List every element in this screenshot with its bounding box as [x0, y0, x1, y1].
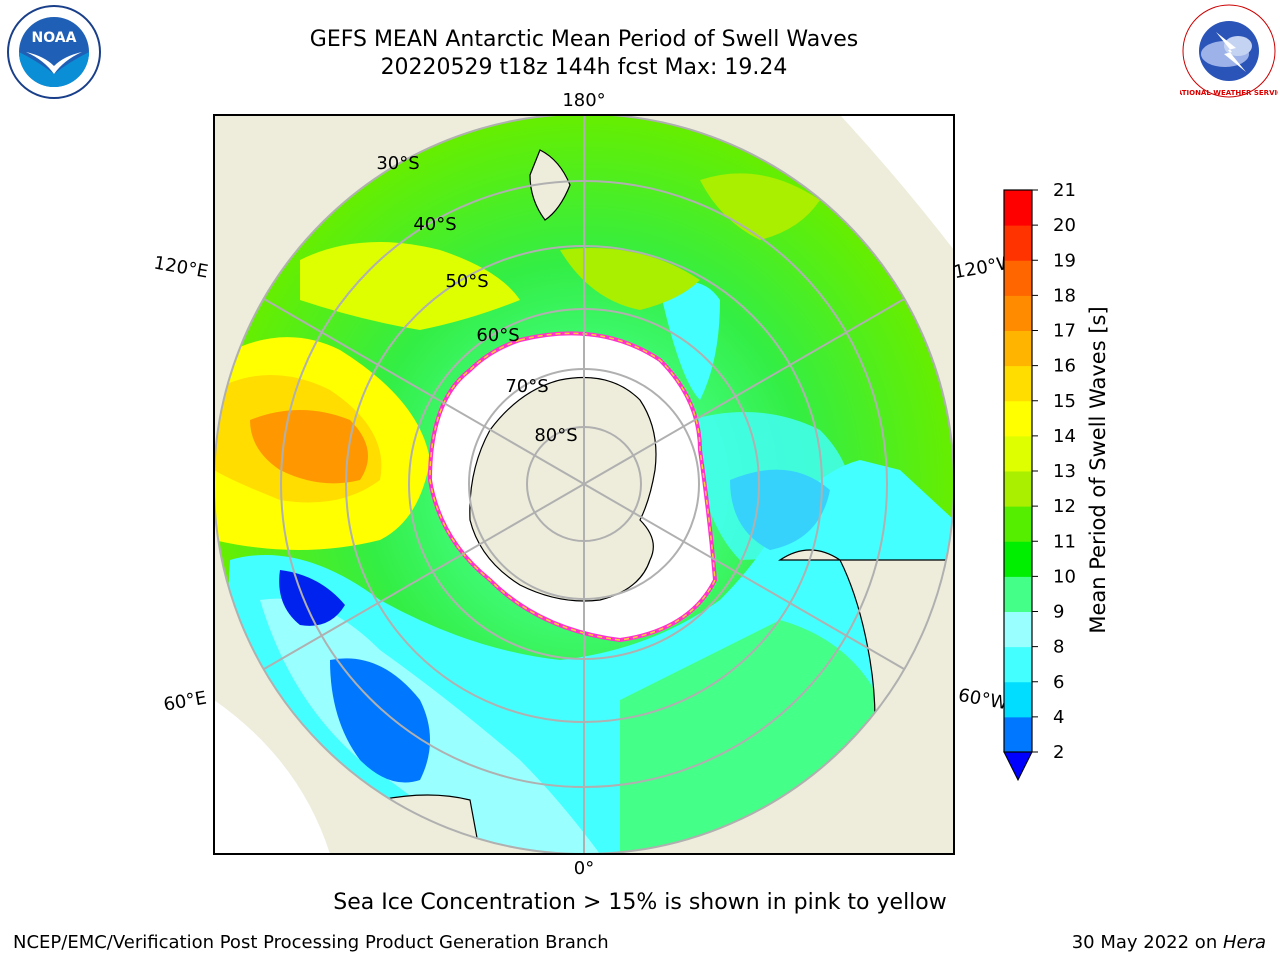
nws-logo-text: NATIONAL WEATHER SERVICE	[1180, 89, 1278, 97]
colorbar-bin	[1004, 400, 1032, 437]
colorbar-tick-label: 16	[1053, 356, 1076, 377]
outer-ocean-sw	[214, 600, 330, 854]
lon-label-bottom: 0°	[574, 858, 594, 879]
lon-label-right-lower: 60°W	[957, 685, 1010, 714]
colorbar-tick-label: 11	[1053, 531, 1076, 552]
colorbar-bin	[1004, 716, 1032, 753]
meridian-60e-120w	[263, 298, 905, 670]
colorbar: 2 4 6 8 9 10 11 12 13 14 15 16 17 18 19 20 21	[1003, 180, 1076, 782]
colorbar-title: Mean Period of Swell Waves [s]	[1086, 306, 1110, 634]
colorbar-tick-label: 18	[1053, 285, 1076, 306]
noaa-logo: NOAA	[4, 4, 104, 108]
colorbar-tick-label: 19	[1053, 250, 1076, 271]
lon-label-left-lower: 60°E	[162, 687, 208, 715]
colorbar-bin	[1004, 506, 1032, 542]
lon-label-top: 180°	[562, 90, 605, 111]
map-area	[214, 115, 954, 854]
lat-label-30: 30°S	[376, 153, 419, 174]
colorbar-bin	[1004, 471, 1032, 507]
colorbar-extend-arrow	[1003, 751, 1033, 782]
lat-label-60: 60°S	[476, 325, 519, 346]
sea-ice-edge	[429, 332, 716, 641]
chart-subtitle: 20220529 t18z 144h fcst Max: 19.24	[380, 55, 788, 80]
outer-ocean-ne	[840, 115, 954, 250]
swell-region-cyan-3	[660, 282, 720, 400]
footer-date: 30 May 2022 on Hera	[1072, 932, 1266, 953]
colorbar-tick-label: 2	[1053, 742, 1064, 763]
map-frame	[213, 114, 955, 855]
noaa-logo-text: NOAA	[32, 30, 77, 46]
lon-label-left-upper: 120°E	[152, 252, 210, 282]
colorbar-bin	[1004, 646, 1032, 683]
australia-land	[214, 115, 420, 330]
colorbar-tick-label: 8	[1053, 637, 1064, 658]
colorbar-tick-label: 20	[1053, 215, 1076, 236]
swell-region-yellowgreen-3	[700, 173, 820, 240]
nws-logo: NATIONAL WEATHER SERVICE	[1171, 2, 1280, 104]
colorbar-tick-label: 13	[1053, 461, 1076, 482]
swell-region-orange	[250, 410, 368, 484]
swell-region-cyan-2	[690, 412, 852, 560]
footer-credit: NCEP/EMC/Verification Post Processing Pr…	[13, 932, 609, 953]
colorbar-bin	[1004, 295, 1032, 331]
swell-region-yellowgreen-2	[560, 248, 700, 310]
new-zealand-land	[529, 149, 571, 221]
colorbar-bin	[1004, 190, 1032, 226]
footer-host: Hera	[1222, 932, 1266, 953]
colorbar-tick-label: 21	[1053, 180, 1076, 201]
colorbar-bin	[1004, 681, 1032, 718]
colorbar-bin	[1004, 330, 1032, 367]
colorbar-tick-label: 12	[1053, 496, 1076, 517]
graticule	[214, 115, 954, 854]
swell-region-yellowgreen-1	[300, 242, 520, 330]
colorbar-bin	[1004, 435, 1032, 472]
colorbar-bin	[1004, 225, 1032, 261]
swell-region-darkblue-1	[279, 570, 345, 626]
colorbar-bin	[1004, 576, 1032, 612]
colorbar-tick-label: 14	[1053, 426, 1076, 447]
swell-region-blue	[330, 658, 430, 783]
colorbar-bin	[1004, 541, 1032, 577]
colorbar-tick-label: 15	[1053, 391, 1076, 412]
colorbar-bin	[1004, 365, 1032, 402]
colorbar-tick-label: 10	[1053, 566, 1076, 587]
lat-label-80: 80°S	[534, 425, 577, 446]
lat-label-50: 50°S	[445, 271, 488, 292]
colorbar-bin	[1004, 611, 1032, 648]
colorbar-bin	[1004, 260, 1032, 296]
colorbar-tick-label: 4	[1053, 707, 1064, 728]
chart-title: GEFS MEAN Antarctic Mean Period of Swell…	[309, 27, 859, 52]
footer-date-text: 30 May 2022 on	[1071, 932, 1223, 953]
colorbar-tick-label: 6	[1053, 672, 1064, 693]
colorbar-tick-label: 9	[1053, 602, 1064, 623]
lat-label-40: 40°S	[413, 214, 456, 235]
lat-label-70: 70°S	[505, 376, 548, 397]
sea-ice-note: Sea Ice Concentration > 15% is shown in …	[333, 890, 947, 915]
colorbar-tick-label: 17	[1053, 321, 1076, 342]
